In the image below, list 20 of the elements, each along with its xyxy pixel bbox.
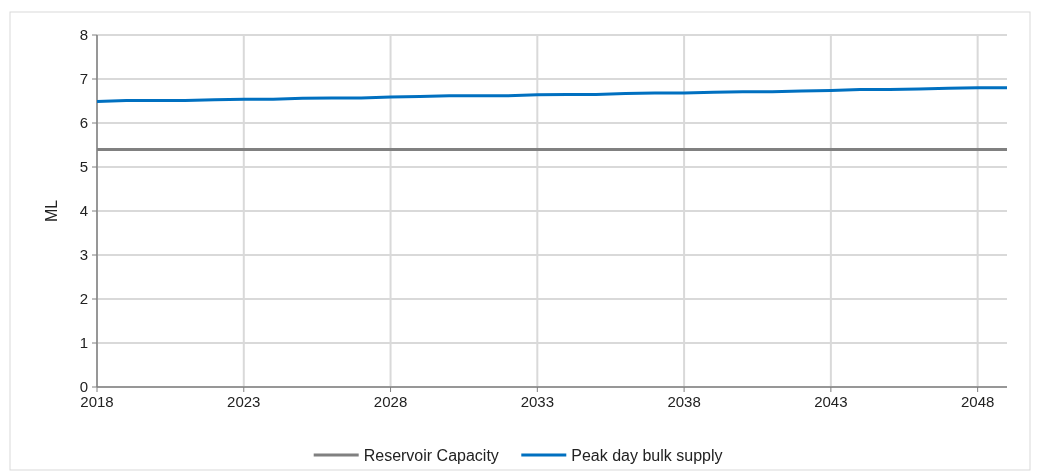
x-tick-label: 2048	[960, 393, 995, 410]
x-tick-label: 2028	[373, 393, 408, 410]
y-tick-label: 2	[79, 290, 88, 308]
line-series	[95, 86, 1009, 103]
x-tick-label: 2018	[80, 393, 114, 410]
y-tick-label: 8	[79, 26, 88, 44]
y-tick-label: 6	[79, 114, 88, 132]
x-tick-label: 2043	[814, 393, 848, 410]
y-tick-label: 7	[79, 70, 88, 88]
y-axis-title: ML	[43, 199, 60, 223]
y-tick-label: 1	[79, 334, 88, 352]
legend-label: Reservoir Capacity	[363, 446, 499, 464]
y-tick-label: 3	[79, 246, 88, 264]
y-tick-label: 4	[79, 202, 88, 220]
x-tick-label: 2033	[520, 393, 555, 410]
y-tick-label: 5	[79, 158, 88, 176]
x-tick-label: 2038	[667, 393, 701, 410]
x-tick-label: 2023	[227, 393, 261, 410]
legend-label: Peak day bulk supply	[571, 446, 723, 464]
y-tick-label: 0	[79, 378, 88, 396]
